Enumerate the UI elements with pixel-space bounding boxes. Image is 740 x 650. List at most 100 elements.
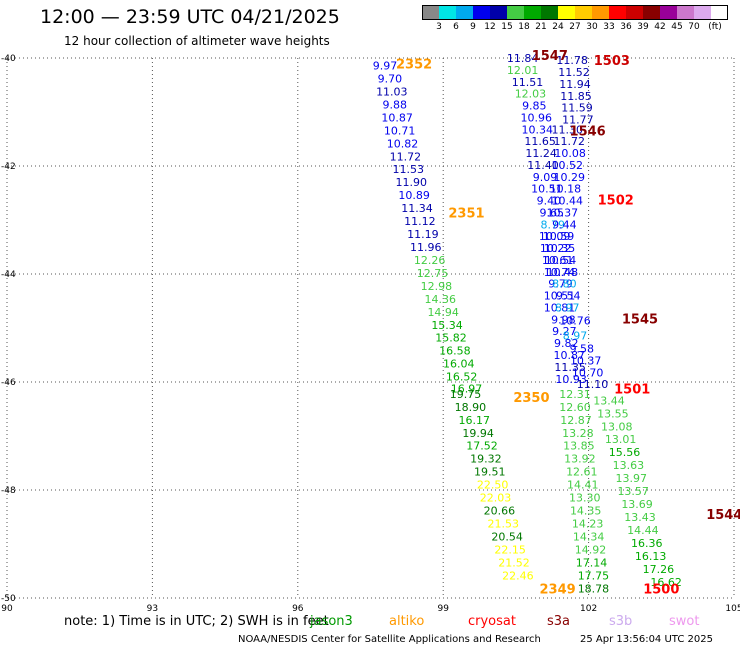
wave-height-value: 14.92	[575, 543, 607, 556]
wave-height-value: 10.59	[543, 230, 575, 243]
wave-height-value: 11.12	[404, 215, 436, 228]
colorbar-tick-label: 9	[470, 22, 476, 32]
colorbar-swatch	[677, 5, 694, 20]
wave-height-value: 14.94	[427, 306, 459, 319]
colorbar-tick-label: 39	[637, 22, 649, 32]
wave-height-value: 11.30	[552, 123, 584, 136]
colorbar-tick-label: 6	[453, 22, 459, 32]
wave-height-value: 9.65	[540, 206, 565, 219]
wave-height-value: 16.62	[650, 576, 682, 589]
wave-height-value: 10.34	[521, 123, 553, 136]
satellite-label-s3b: s3b	[609, 614, 633, 629]
wave-height-value: 9.88	[382, 98, 407, 111]
wave-height-value: 9.97	[373, 60, 398, 73]
wave-height-value: 12.01	[507, 64, 539, 77]
wave-height-value: 10.61	[542, 254, 574, 267]
wave-height-value: 13.43	[624, 511, 656, 524]
pass-time-label: 2351	[448, 206, 484, 221]
wave-height-value: 12.98	[421, 280, 453, 293]
wave-height-value: 13.92	[564, 453, 596, 466]
wave-height-value: 21.53	[488, 517, 520, 530]
lat-tick-label: -44	[1, 270, 16, 280]
wave-height-value: 13.69	[621, 498, 653, 511]
colorbar-swatch	[643, 5, 660, 20]
wave-height-value: 9.70	[378, 73, 403, 86]
wave-height-value: 10.81	[544, 301, 576, 314]
wave-height-value: 10.22	[540, 242, 572, 255]
footer-credit: NOAA/NESDIS Center for Satellite Applica…	[238, 634, 541, 645]
wave-height-value: 11.19	[407, 228, 439, 241]
wave-height-value: 11.90	[395, 176, 427, 189]
lon-tick-label: 90	[1, 604, 13, 614]
wave-height-value: 12.61	[566, 466, 598, 479]
wave-height-value: 13.63	[613, 459, 645, 472]
wave-height-value: 14.41	[567, 479, 599, 492]
satellite-label-swot: swot	[669, 614, 700, 629]
wave-height-value: 8.80	[552, 278, 577, 291]
lat-tick-label: -42	[1, 162, 16, 172]
colorbar-tick-label: 36	[620, 22, 632, 32]
wave-height-value: 11.85	[560, 90, 592, 103]
wave-height-value: 16.13	[635, 550, 667, 563]
wave-height-value: 14.44	[627, 524, 659, 537]
colorbar-tick-label: 15	[501, 22, 513, 32]
wave-height-value: 17.75	[578, 569, 610, 582]
wave-height-value: 10.89	[398, 189, 430, 202]
lat-tick-label: -50	[1, 594, 16, 604]
wave-height-value: 19.32	[470, 453, 502, 466]
colorbar-tick-label: 3	[436, 22, 442, 32]
wave-height-value: 15.82	[435, 332, 467, 345]
wave-height-value: 16.97	[451, 382, 483, 395]
wave-height-value: 10.51	[544, 290, 576, 303]
note-text: note: 1) Time is in UTC; 2) SWH is in fe…	[64, 614, 329, 629]
colorbar-swatch	[422, 5, 439, 20]
pass-time-label: 2350	[513, 391, 549, 406]
wave-height-value: 15.34	[431, 319, 463, 332]
colorbar-tick-label: 18	[518, 22, 530, 32]
wave-height-value: 10.70	[572, 366, 604, 379]
wave-height-value: 13.97	[616, 472, 648, 485]
wave-height-value: 14.36	[425, 293, 457, 306]
wave-height-value: 13.85	[563, 440, 595, 453]
colorbar-tick-label: 30	[586, 22, 598, 32]
wave-height-value: 11.94	[559, 78, 591, 91]
lon-tick-label: 99	[437, 604, 449, 614]
wave-height-value: 13.55	[597, 407, 629, 420]
wave-height-value: 15.56	[609, 446, 641, 459]
wave-height-value: 18.78	[578, 582, 610, 595]
lat-tick-label: -40	[1, 54, 16, 64]
wave-height-value: 10.96	[521, 111, 553, 124]
wave-height-value: 19.94	[462, 427, 494, 440]
colorbar-tick-label: 70	[688, 22, 700, 32]
wave-height-value: 11.52	[558, 66, 590, 79]
colorbar-swatch	[558, 5, 575, 20]
wave-height-value: 20.66	[484, 505, 516, 518]
wave-height-value: 10.74	[544, 266, 576, 279]
wave-height-value: 16.52	[446, 371, 478, 384]
wave-height-value: 11.35	[554, 361, 586, 374]
wave-height-value: 9.85	[522, 100, 547, 113]
colorbar-tick-label: (ft)	[708, 22, 722, 32]
pass-time-label: 1546	[570, 124, 606, 139]
wave-height-value: 18.90	[455, 401, 487, 414]
wave-height-value: 10.54	[545, 254, 577, 267]
colorbar-frame	[422, 5, 728, 20]
colorbar-swatch	[507, 5, 524, 20]
wave-height-value: 12.75	[417, 267, 449, 280]
wave-height-value: 9.09	[533, 171, 558, 184]
wave-height-value: 10.87	[553, 349, 585, 362]
colorbar-tick-label: 12	[484, 22, 496, 32]
page-subtitle: 12 hour collection of altimeter wave hei…	[64, 34, 330, 48]
wave-height-value: 11.72	[390, 150, 422, 163]
wave-height-value: 16.36	[631, 537, 663, 550]
footer-timestamp: 25 Apr 13:56:04 UTC 2025	[580, 634, 713, 645]
wave-height-value: 8.79	[540, 218, 565, 231]
wave-height-value: 9.27	[552, 325, 577, 338]
pass-time-label: 1502	[598, 193, 634, 208]
wave-height-value: 22.03	[480, 492, 512, 505]
satellite-label-jason3: jason3	[310, 614, 353, 629]
wave-height-value: 8.97	[563, 330, 588, 343]
wave-height-value: 13.44	[593, 394, 625, 407]
wave-height-value: 11.96	[410, 241, 442, 254]
wave-height-value: 20.54	[491, 530, 523, 543]
